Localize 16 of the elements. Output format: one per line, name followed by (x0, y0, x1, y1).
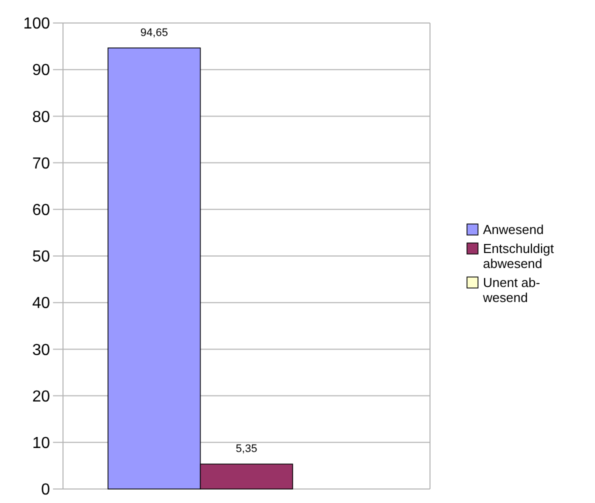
y-tick-label: 70 (32, 155, 50, 172)
y-tick-label: 50 (32, 248, 50, 266)
y-tick-label: 100 (23, 16, 50, 33)
y-tick-label: 40 (32, 295, 50, 312)
legend-label: Anwesend (483, 222, 544, 237)
y-tick-label: 30 (32, 342, 50, 359)
y-tick-label: 90 (32, 62, 50, 80)
y-tick-label: 10 (32, 435, 50, 452)
y-tick-label: 60 (32, 202, 50, 219)
y-tick-label: 0 (41, 482, 50, 499)
y-tick-label: 20 (32, 388, 50, 406)
data-label: 94,65 (140, 26, 168, 39)
legend-label: Entschuldigt abwesend (483, 241, 554, 271)
y-tick-label: 80 (32, 108, 50, 126)
legend-label: Unent ab-wesend (482, 275, 540, 305)
data-label: 5,35 (236, 443, 258, 456)
